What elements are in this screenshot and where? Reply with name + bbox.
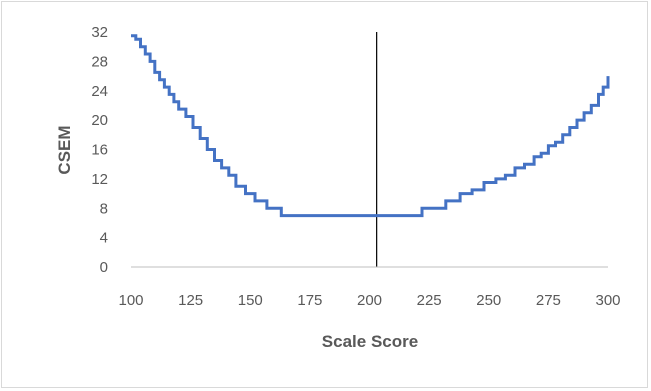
y-tick-label: 32 [91, 24, 108, 41]
x-tick-label: 250 [476, 292, 501, 309]
x-tick-label: 150 [238, 292, 263, 309]
series-line [131, 36, 608, 216]
x-tick-label: 300 [595, 292, 620, 309]
y-tick-label: 16 [91, 142, 108, 159]
y-tick-label: 12 [91, 171, 108, 188]
x-tick-label: 225 [417, 292, 442, 309]
x-tick-label: 100 [118, 292, 143, 309]
y-tick-label: 24 [91, 83, 108, 100]
x-tick-label: 175 [297, 292, 322, 309]
y-axis-title: CSEM [55, 125, 74, 174]
x-tick-label: 200 [357, 292, 382, 309]
x-axis-title: Scale Score [322, 332, 418, 351]
x-tick-label: 275 [536, 292, 561, 309]
y-tick-label: 8 [100, 200, 108, 217]
y-tick-label: 20 [91, 112, 108, 129]
y-tick-label: 0 [100, 259, 108, 276]
x-tick-label: 125 [178, 292, 203, 309]
y-tick-label: 28 [91, 53, 108, 70]
y-tick-label: 4 [100, 230, 108, 247]
